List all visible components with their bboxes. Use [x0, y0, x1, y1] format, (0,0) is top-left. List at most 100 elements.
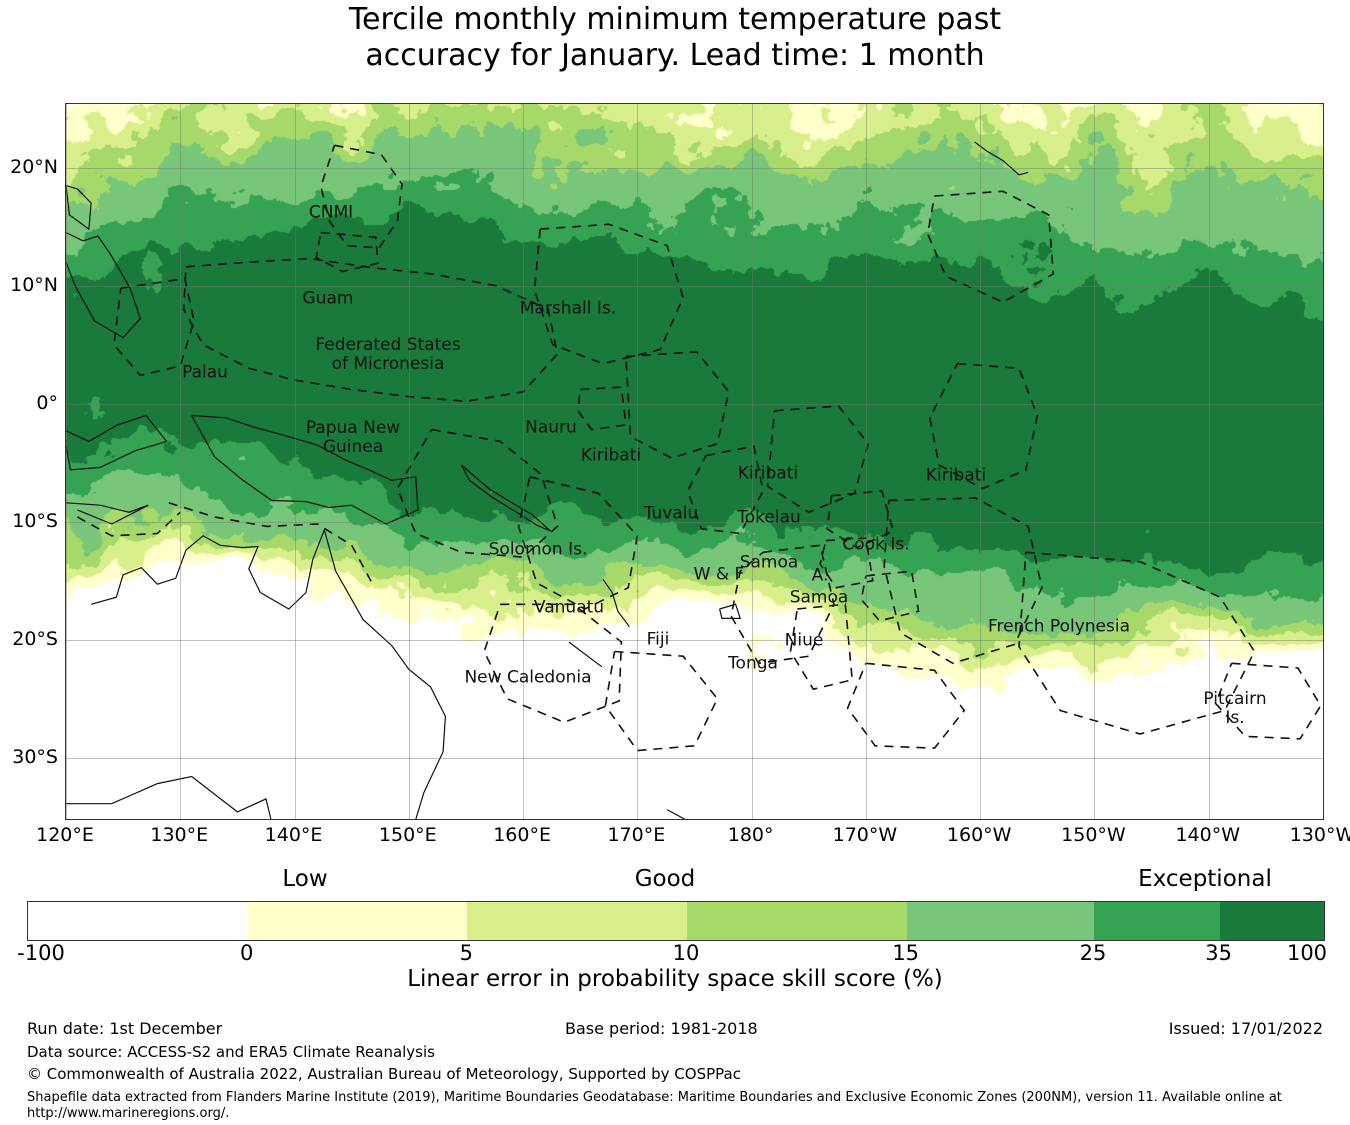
map-plot-area: CNMI Guam Marshall Is. Palau Federated State…: [65, 103, 1324, 820]
eez-boundary: [604, 650, 719, 752]
x-axis-tick-label: 150°E: [378, 824, 437, 846]
eez-boundary: [396, 428, 559, 558]
eez-boundary: [766, 405, 870, 514]
coastline: [66, 502, 149, 525]
gridline-horizontal: [66, 403, 1323, 405]
colorbar-tick-label: 35: [1205, 941, 1233, 965]
y-axis-tick-label: 10°N: [10, 273, 58, 296]
y-axis-tick-label: 0°: [36, 391, 58, 414]
gridline-horizontal: [66, 521, 1323, 523]
x-axis-tick-label: 140°W: [1175, 824, 1240, 846]
footer-issued-date: Issued: 17/01/2022: [1168, 1019, 1323, 1038]
colorbar-tick-label: 15: [892, 941, 920, 965]
x-axis-tick-label: 130°E: [150, 824, 209, 846]
eez-boundary: [819, 537, 874, 589]
footer-copyright: © Commonwealth of Australia 2022, Austra…: [27, 1065, 741, 1083]
coastline: [66, 232, 141, 339]
coastline: [666, 809, 686, 819]
gridline-vertical: [523, 104, 525, 819]
eez-boundary: [319, 144, 403, 249]
colorbar-tick-label: -100: [17, 941, 65, 965]
coastline: [66, 184, 92, 231]
eez-boundary: [826, 490, 895, 549]
gridline-vertical: [1323, 104, 1324, 819]
map-boundaries-overlay: [66, 141, 1322, 819]
colorbar-tick-label: 5: [459, 941, 474, 965]
gridline-vertical: [294, 104, 296, 819]
y-axis-tick-label: 20°S: [12, 627, 58, 650]
x-axis-tick-label: 160°W: [946, 824, 1012, 846]
eez-boundary: [1214, 662, 1322, 740]
eez-boundary: [686, 445, 764, 535]
coastline: [568, 641, 603, 668]
x-axis-tick-label: 130°W: [1289, 824, 1350, 846]
footer-run-date: Run date: 1st December: [27, 1019, 223, 1038]
eez-boundary: [168, 502, 376, 589]
colorbar-segment: [1219, 902, 1324, 940]
x-axis-tick-label: 170°E: [607, 824, 666, 846]
gridline-horizontal: [66, 639, 1323, 641]
colorbar-segment: [1093, 902, 1220, 940]
eez-boundary: [730, 544, 835, 665]
x-axis-tick-label: 140°E: [264, 824, 323, 846]
x-axis-tick-label: 150°W: [1061, 824, 1126, 846]
eez-boundary: [929, 362, 1039, 490]
colorbar: [27, 901, 1325, 941]
x-axis-tick-label: 170°W: [832, 824, 898, 846]
footer-base-period: Base period: 1981-2018: [565, 1019, 758, 1038]
gridline-horizontal: [66, 757, 1323, 759]
gridline-vertical: [1208, 104, 1210, 819]
colorbar-tick-label: 10: [672, 941, 700, 965]
page-title: Tercile monthly minimum temperature past…: [348, 2, 1002, 73]
eez-boundary: [789, 603, 854, 691]
coastline: [66, 527, 447, 819]
colorbar-segment: [687, 902, 907, 940]
eez-boundary: [182, 257, 559, 403]
skill-score-heatmap: [66, 104, 1323, 819]
colorbar-segment: [28, 902, 248, 940]
eez-boundary: [577, 386, 627, 431]
colorbar-tick-label: 25: [1079, 941, 1107, 965]
colorbar-segment: [467, 902, 688, 940]
colorbar-segment: [247, 902, 468, 940]
colorbar-tick-label: 0: [239, 941, 254, 965]
gridline-vertical: [751, 104, 753, 819]
footer-data-source: Data source: ACCESS-S2 and ERA5 Climate …: [27, 1043, 435, 1061]
eez-boundary: [860, 570, 920, 622]
gridline-horizontal: [66, 167, 1323, 169]
eez-boundary: [883, 497, 1043, 665]
coastline: [460, 464, 551, 532]
gridline-horizontal: [66, 285, 1323, 287]
coastline: [66, 414, 168, 471]
x-axis-tick-label: 180°: [727, 824, 774, 846]
gridline-vertical: [1094, 104, 1096, 819]
footer-shapefile-note: Shapefile data extracted from Flanders M…: [27, 1090, 1282, 1121]
coastline: [974, 141, 1029, 176]
gridline-vertical: [637, 104, 639, 819]
eez-boundary: [533, 223, 684, 365]
y-axis-tick-label: 10°S: [12, 509, 58, 532]
gridline-vertical: [180, 104, 182, 819]
eez-boundary: [517, 476, 639, 610]
gridline-vertical: [865, 104, 867, 819]
colorbar-tick-label: 100: [1286, 941, 1328, 965]
coastline: [602, 579, 630, 628]
coastline: [719, 603, 742, 619]
eez-boundary: [483, 603, 623, 724]
x-axis-tick-label: 120°E: [36, 824, 94, 846]
colorbar-segment: [906, 902, 1094, 940]
y-axis-tick-label: 30°S: [12, 745, 58, 768]
colorbar-label: Linear error in probability space skill …: [407, 966, 943, 992]
eez-boundary: [926, 190, 1055, 304]
colorbar-quality-label: Exceptional: [1138, 866, 1272, 892]
x-axis-tick-label: 160°E: [493, 824, 551, 846]
coastline: [191, 414, 419, 525]
colorbar-quality-label: Good: [634, 866, 696, 892]
eez-boundary: [77, 511, 181, 537]
eez-boundary: [315, 231, 379, 273]
y-axis-tick-label: 20°N: [10, 155, 58, 178]
eez-boundary: [846, 662, 966, 750]
gridline-vertical: [408, 104, 410, 819]
colorbar-quality-label: Low: [282, 866, 328, 892]
gridline-vertical: [980, 104, 982, 819]
